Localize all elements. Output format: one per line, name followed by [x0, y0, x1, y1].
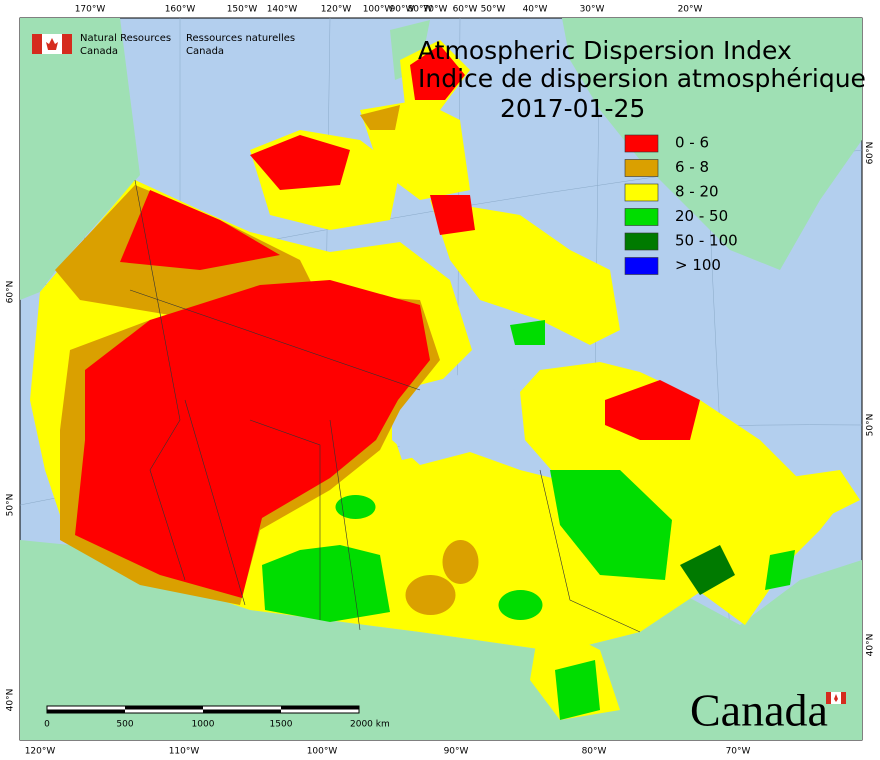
legend-label: 50 - 100: [675, 232, 738, 250]
legend-label: 8 - 20: [675, 183, 719, 201]
index-area: [550, 470, 672, 580]
scale-label: 1000: [192, 720, 215, 730]
legend: 0 - 6 6 - 8 8 - 20 20 - 50 50 - 100 > 100: [624, 134, 738, 275]
province-borders: [129, 179, 641, 633]
legend-swatch: [624, 257, 659, 275]
bottom-lon-label: 100°W: [307, 747, 338, 757]
logo-en-line: Canada: [80, 46, 118, 57]
bottom-lon-label: 120°W: [25, 747, 56, 757]
scale-bar: [46, 705, 360, 714]
bottom-lon-label: 90°W: [444, 747, 469, 757]
index-area: [120, 190, 280, 270]
canada-wordmark: Canada: [690, 685, 828, 736]
right-lat-label: 60°N: [866, 142, 876, 165]
index-area: [680, 545, 735, 595]
index-area: [605, 380, 700, 440]
top-lon-label: 120°W: [321, 5, 352, 15]
index-area: [75, 280, 430, 598]
hudson-bay: [392, 372, 560, 480]
scale-label: 500: [116, 720, 133, 730]
legend-swatch: [624, 232, 659, 251]
bottom-lon-label: 80°W: [582, 747, 607, 757]
top-lon-label: 80°W: [408, 5, 433, 15]
bottom-lon-label: 110°W: [169, 747, 200, 757]
logo-en-line: Natural Resources: [80, 33, 171, 44]
index-area: [430, 200, 620, 345]
legend-swatch: [624, 159, 659, 177]
top-lon-label: 70°W: [423, 5, 448, 15]
legend-swatch: [624, 208, 659, 226]
top-lon-label: 50°W: [481, 5, 506, 15]
right-lat-label: 50°N: [866, 414, 876, 437]
top-lon-label: 60°W: [453, 5, 478, 15]
foreign-land: [20, 18, 862, 740]
index-area: [442, 540, 479, 584]
left-lat-label: 60°N: [6, 281, 16, 304]
scale-label: 0: [44, 720, 50, 730]
index-area: [510, 320, 545, 345]
left-lat-label: 40°N: [6, 689, 16, 712]
top-lon-label: 30°W: [580, 5, 605, 15]
nrcan-logo: Natural Resources Canada Ressources natu…: [32, 33, 295, 57]
scale-label: 1500: [270, 720, 293, 730]
legend-swatch: [624, 134, 659, 153]
index-area: [765, 550, 795, 590]
title-fr: Indice de dispersion atmosphérique: [418, 64, 866, 93]
logo-fr-line: Canada: [186, 46, 224, 57]
legend-label: 6 - 8: [675, 158, 709, 176]
index-area: [360, 105, 400, 130]
index-area: [410, 45, 465, 100]
legend-label: > 100: [675, 256, 721, 274]
index-area: [262, 545, 390, 622]
index-patches: [55, 45, 795, 720]
top-lon-label: 100°W: [363, 5, 394, 15]
title-date: 2017-01-25: [500, 94, 645, 123]
scale-label: 2000 km: [350, 720, 390, 730]
legend-swatch: [624, 183, 659, 202]
top-lon-label: 160°W: [165, 5, 196, 15]
index-area: [405, 575, 456, 615]
legend-label: 20 - 50: [675, 207, 728, 225]
top-lon-label: 140°W: [267, 5, 298, 15]
scale-labels: 0 500 1000 1500 2000 km: [44, 720, 390, 730]
graticule-labels: 170°W 160°W 150°W 140°W 120°W 100°W90°W80°W70…: [6, 5, 876, 757]
index-area: [498, 590, 543, 620]
top-lon-label: 90°W: [390, 5, 415, 15]
top-lon-label: 170°W: [75, 5, 106, 15]
top-lon-label: 40°W: [523, 5, 548, 15]
top-lon-label: 150°W: [227, 5, 258, 15]
index-area: [335, 495, 376, 519]
bottom-lon-label: 70°W: [726, 747, 751, 757]
index-area: [250, 135, 350, 190]
index-area: [430, 195, 475, 235]
left-lat-label: 50°N: [6, 494, 16, 517]
legend-label: 0 - 6: [675, 134, 709, 152]
right-lat-label: 40°N: [866, 634, 876, 657]
title-en: Atmospheric Dispersion Index: [418, 36, 792, 65]
top-lon-label: 20°W: [678, 5, 703, 15]
logo-fr-line: Ressources naturelles: [186, 33, 295, 44]
wordmark-flag: [826, 692, 846, 704]
index-area: [770, 470, 860, 520]
index-area: [555, 660, 600, 720]
